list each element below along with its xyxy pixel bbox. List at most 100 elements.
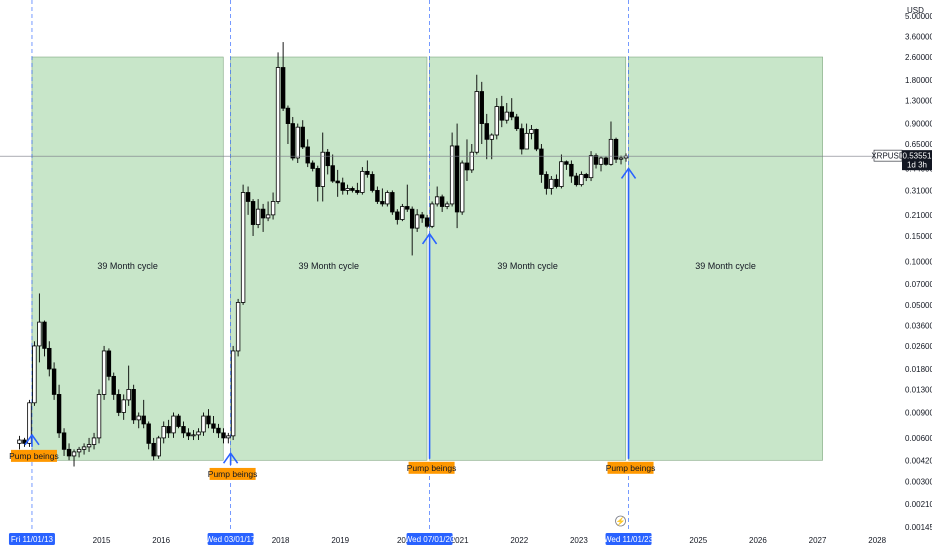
candle-body-2014-05: [61, 432, 67, 450]
candle-body-2020-02: [405, 206, 410, 210]
candle-body-2018-11: [330, 165, 335, 182]
candle-body-2015-03: [111, 375, 116, 395]
candle-body-2017-06: [245, 192, 251, 202]
candle-body-2014-04: [56, 394, 62, 434]
candle-body-2023-04: [593, 155, 599, 165]
candle-body-2018-04: [295, 126, 300, 159]
y-tick-label: 0.00300: [905, 477, 932, 486]
candle-body-2015-09: [141, 415, 146, 425]
candle-body-2021-06: [484, 123, 489, 140]
candle-body-2014-03: [51, 368, 57, 395]
candle-body-2022-06: [544, 174, 549, 189]
candle-body-2015-01: [101, 350, 107, 395]
pump-arrow-head-1: [24, 433, 40, 446]
y-tick-label: 0.21000: [905, 211, 932, 220]
date-badge-box-4: [605, 533, 652, 545]
cycle-box-3: [429, 56, 627, 461]
date-badge-label-4: Wed 11/01/23: [604, 535, 654, 544]
date-badges: Fri 11/01/13 Wed 03/01/17 Wed 07/01/20 Wed …: [8, 533, 654, 545]
candle-body-2015-10: [146, 423, 151, 444]
pump-labels: Pump beings Pump beings Pump beings Pump be…: [9, 449, 655, 480]
candle-body-2018-05: [300, 126, 305, 148]
candle-body-2022-10: [564, 161, 569, 165]
x-tick-label: 2025: [689, 536, 707, 545]
y-tick-label: 0.03600: [905, 322, 932, 331]
pump-label-box-1: [10, 449, 57, 462]
y-tick-label: 0.10000: [905, 257, 932, 266]
candle-body-2014-02: [47, 347, 52, 370]
candle-body-2022-05: [539, 148, 544, 175]
y-tick-label: 3.60000: [905, 33, 932, 42]
candle-body-2015-11: [151, 442, 156, 457]
x-tick-label: 2016: [152, 536, 170, 545]
candle-body-2016-09: [201, 415, 206, 433]
candle-body-2017-07: [250, 201, 256, 225]
candle-body-2018-08: [315, 168, 320, 187]
candle-body-2019-09: [380, 201, 385, 205]
y-tick-label: 0.02600: [905, 342, 932, 351]
candle-body-2019-04: [355, 190, 360, 193]
y-tick-label: 2.60000: [905, 53, 932, 62]
candle-body-2014-12: [96, 394, 102, 439]
price-axis[interactable]: USD 5.00000 3.60000 2.60000 1.80000 1.30000 0…: [905, 6, 932, 532]
y-tick-label: 0.90000: [905, 120, 932, 129]
candle-body-2022-09: [559, 161, 564, 187]
y-tick-label: 0.07000: [905, 280, 932, 289]
candle-body-2016-07: [191, 434, 196, 437]
y-tick-label: 0.01300: [905, 385, 932, 394]
candle-body-2022-11: [569, 163, 574, 177]
candle-body-2023-01: [579, 174, 584, 186]
date-badge-label-2: Wed 03/01/17: [206, 535, 256, 544]
candle-body-2014-06: [66, 448, 72, 457]
candle-body-2018-10: [325, 151, 330, 167]
candle-body-2016-02: [166, 426, 171, 434]
time-axis[interactable]: 2015 2016 2018 2019 2021 2022 2023 2025 2026 2027…: [93, 536, 887, 545]
y-tick-label: 1.80000: [905, 76, 932, 85]
y-tick-label: 0.31000: [905, 186, 932, 195]
pump-label-box-4: [607, 461, 654, 474]
x-tick-label-partial: 2020: [397, 536, 415, 545]
candle-body-2017-08: [255, 208, 261, 225]
x-tick-label: 2028: [868, 536, 886, 545]
cycle-label-1: 39 Month cycle: [97, 261, 158, 271]
price-badge-box: [902, 150, 932, 171]
x-tick-label: 2015: [93, 536, 111, 545]
candle-body-2022-04: [534, 129, 539, 150]
pump-arrow-head-3: [421, 232, 438, 245]
candle-body-2016-08: [196, 431, 201, 436]
candle-body-2018-03: [290, 123, 295, 159]
candle-body-2021-08: [494, 106, 499, 136]
candle-body-2022-02: [524, 132, 529, 150]
candle-body-2016-10: [206, 415, 211, 425]
candle-body-2023-06: [603, 157, 609, 165]
cycle-label-4: 39 Month cycle: [695, 261, 756, 271]
candle-body-2018-06: [305, 146, 310, 164]
pump-label-3: Pump beings: [407, 463, 457, 473]
candle-body-2021-10: [504, 111, 509, 121]
candle-body-2021-01: [459, 162, 465, 213]
date-badge-label-3: Wed 07/01/20: [405, 535, 455, 544]
candle-body-2023-05: [598, 157, 604, 165]
candle-body-2021-12: [514, 116, 519, 130]
candle-body-2020-06: [424, 217, 430, 227]
y-tick-label: 0.65000: [905, 140, 932, 149]
cycle-label-2: 39 Month cycle: [299, 261, 360, 271]
candle-body-2020-10: [444, 203, 450, 207]
candle-body-2019-01: [340, 182, 345, 191]
candle-body-2021-07: [489, 134, 494, 140]
candle-body-2014-07: [71, 451, 77, 457]
candle-body-2017-01: [221, 432, 226, 439]
y-tick-label: 5.00000: [905, 12, 932, 21]
x-tick-label: 2022: [510, 536, 528, 545]
candle-body-2014-08: [76, 448, 82, 453]
candle-body-2022-01: [519, 128, 524, 150]
pump-arrows: [24, 167, 637, 465]
candle-body-2015-02: [106, 350, 112, 377]
candle-body-2018-07: [310, 162, 315, 169]
candle-body-2017-04: [235, 302, 241, 352]
price-badge-countdown: 1d 3h: [907, 161, 927, 170]
candle-body-2015-07: [131, 389, 136, 421]
x-tick-label: 2018: [272, 536, 290, 545]
